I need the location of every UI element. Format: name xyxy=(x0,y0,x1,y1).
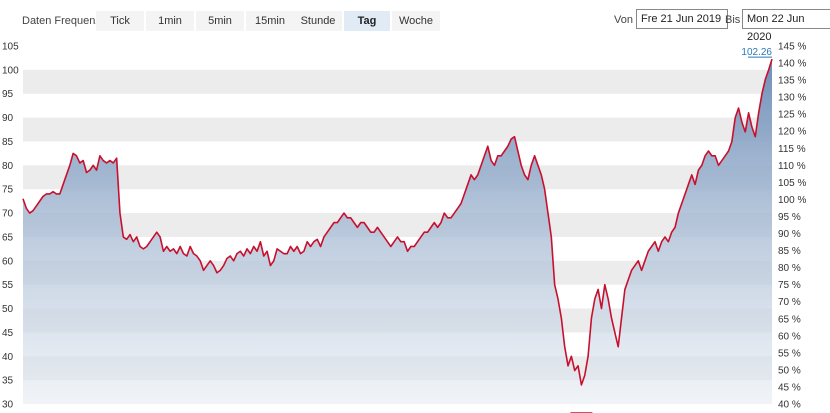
from-label: Von xyxy=(614,14,633,26)
high-label: 102.26 xyxy=(741,47,772,58)
frequency-toolbar: Daten Frequenz Tick 1min 5min 15min Stun… xyxy=(0,0,830,43)
y2-tick-label: 60 % xyxy=(778,331,801,342)
freq-button-woche[interactable]: Woche xyxy=(392,11,440,31)
y2-tick-label: 65 % xyxy=(778,314,801,325)
y2-tick-label: 80 % xyxy=(778,263,801,274)
grid-band xyxy=(23,117,772,142)
y-tick-label: 105 xyxy=(2,42,19,53)
y2-tick-label: 45 % xyxy=(778,382,801,393)
grid-band xyxy=(23,69,772,94)
y-tick-label: 60 xyxy=(2,256,14,267)
freq-button-1min[interactable]: 1min xyxy=(146,11,194,31)
y-tick-label: 35 xyxy=(2,376,14,387)
from-date-input[interactable]: Fre 21 Jun 2019 xyxy=(636,9,728,29)
grid-band xyxy=(23,165,772,190)
y2-tick-label: 90 % xyxy=(778,229,801,240)
y2-tick-label: 135 % xyxy=(778,76,806,87)
y-tick-label: 70 xyxy=(2,209,14,220)
y2-tick-label: 100 % xyxy=(778,195,806,206)
y2-tick-label: 50 % xyxy=(778,365,801,376)
y2-tick-label: 130 % xyxy=(778,93,806,104)
y-tick-label: 65 xyxy=(2,232,14,243)
freq-button-tick[interactable]: Tick xyxy=(96,11,144,31)
frequency-label: Daten Frequenz xyxy=(22,15,101,27)
price-area xyxy=(23,59,772,404)
y-tick-label: 55 xyxy=(2,280,14,291)
y-tick-label: 50 xyxy=(2,304,14,315)
y-tick-label: 95 xyxy=(2,89,14,100)
y-tick-label: 90 xyxy=(2,113,14,124)
y-tick-label: 85 xyxy=(2,137,14,148)
to-date-input[interactable]: Mon 22 Jun 2020 xyxy=(742,9,830,43)
freq-button-5min[interactable]: 5min xyxy=(196,11,244,31)
y-tick-label: 40 xyxy=(2,352,14,363)
y2-tick-label: 75 % xyxy=(778,280,801,291)
y-tick-label: 100 xyxy=(2,65,19,76)
y2-tick-label: 125 % xyxy=(778,110,806,121)
y2-tick-label: 140 % xyxy=(778,59,806,70)
y2-tick-label: 55 % xyxy=(778,348,801,359)
y2-tick-label: 115 % xyxy=(778,144,806,155)
freq-button-15min[interactable]: 15min xyxy=(246,11,294,31)
y2-tick-label: 95 % xyxy=(778,212,801,223)
y-axis-left: 30 35 40 45 50 55 60 65 70 75 80 85 90 95 100 105 xyxy=(2,42,19,411)
grid-band xyxy=(23,213,772,237)
y-axis-right: 40 % 45 % 50 % 55 % 60 % 65 % 70 % 75 % 80 % 85 %… xyxy=(778,42,806,411)
y2-tick-label: 70 % xyxy=(778,297,801,308)
y2-tick-label: 40 % xyxy=(778,400,801,411)
freq-button-tag[interactable]: Tag xyxy=(344,11,390,31)
y2-tick-label: 110 % xyxy=(778,161,806,172)
y2-tick-label: 105 % xyxy=(778,178,806,189)
to-label: Bis xyxy=(725,14,741,26)
price-line xyxy=(22,58,773,386)
freq-button-stunde[interactable]: Stunde xyxy=(294,11,342,31)
y-tick-label: 30 xyxy=(2,400,14,411)
y-tick-label: 75 xyxy=(2,185,14,196)
y-tick-label: 80 xyxy=(2,161,14,172)
y2-tick-label: 120 % xyxy=(778,127,806,138)
y2-tick-label: 145 % xyxy=(778,42,806,53)
y-tick-label: 45 xyxy=(2,328,14,339)
y2-tick-label: 85 % xyxy=(778,246,801,257)
